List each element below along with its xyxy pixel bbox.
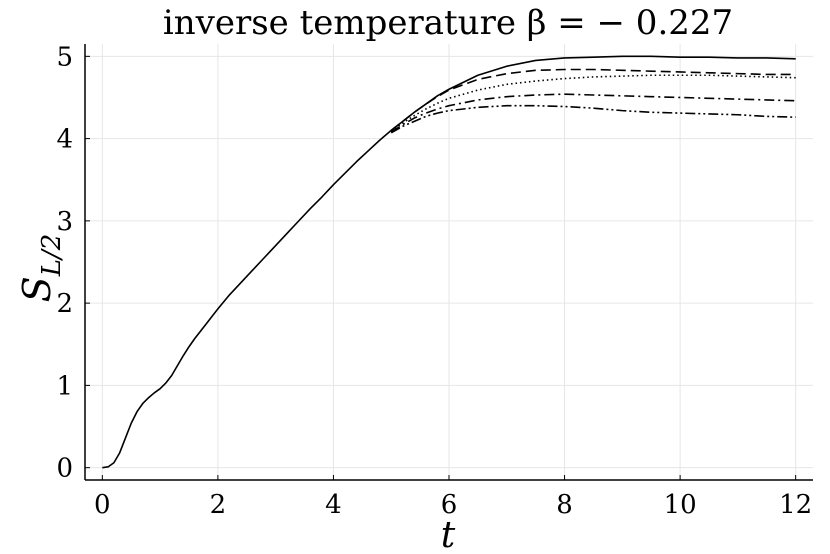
y-tick-label: 0 (56, 454, 73, 484)
x-axis-label: t (441, 515, 456, 554)
y-tick-label: 5 (56, 42, 73, 72)
y-tick-label: 3 (56, 207, 73, 237)
x-tick-label: 6 (441, 490, 458, 520)
y-tick-label: 4 (56, 125, 73, 155)
y-axis-label-sub: L/2 (37, 234, 67, 278)
series-line-3 (390, 74, 796, 132)
y-axis-label-main: S (15, 276, 59, 302)
svg-text:SL/2: SL/2 (15, 234, 67, 303)
x-tick-label: 12 (779, 490, 812, 520)
x-tick-label: 2 (210, 490, 227, 520)
y-tick-label: 1 (56, 371, 73, 401)
x-tick-label: 0 (94, 490, 111, 520)
x-tick-label: 4 (325, 490, 342, 520)
series-line-1 (102, 55, 796, 469)
grid-lines (85, 44, 813, 480)
series-line-2 (390, 68, 796, 132)
series-group (102, 55, 796, 469)
y-axis-label: SL/2 (15, 234, 67, 303)
x-tick-label: 8 (556, 490, 573, 520)
chart-title: inverse temperature β = − 0.227 (163, 3, 733, 43)
x-tick-label: 10 (664, 490, 697, 520)
y-tick-label: 2 (56, 289, 73, 319)
series-line-5 (390, 104, 796, 134)
series-line-4 (390, 93, 796, 133)
